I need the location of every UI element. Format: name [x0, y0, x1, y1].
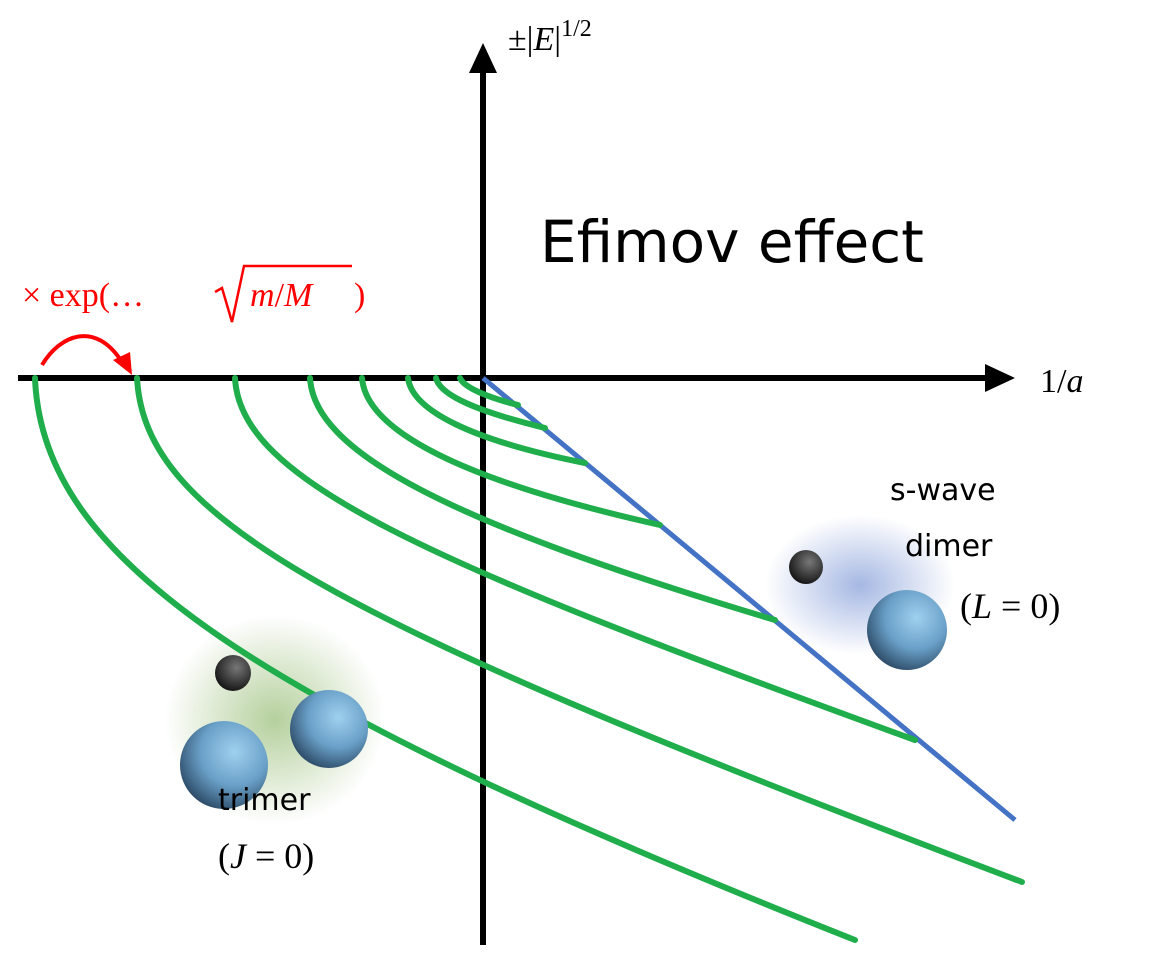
annotation-prefix: × exp(… — [22, 277, 144, 314]
q-var: L — [971, 586, 992, 626]
annotation-radicand: m/M — [250, 277, 314, 314]
annotation-suffix: ) — [354, 277, 365, 314]
light-particle — [215, 655, 251, 691]
diagram: Efimov effect ±|E|1/2 1/a × exp(… m/M ) … — [0, 0, 1161, 970]
heavy-particle — [867, 590, 947, 670]
y-label-var: E — [532, 21, 554, 58]
radicand-part: M — [283, 277, 314, 314]
trimer-quantum: (J = 0) — [218, 836, 314, 876]
scaling-arrow — [42, 336, 122, 365]
annotation: × exp(… m/M ) — [22, 266, 365, 322]
x-label-var: a — [1066, 363, 1083, 400]
radicand-part: m — [250, 277, 275, 314]
q-part: ( — [218, 836, 230, 876]
q-part: = 0) — [246, 836, 314, 876]
y-axis-label: ±|E|1/2 — [508, 16, 592, 58]
x-axis-label: 1/a — [1040, 363, 1083, 400]
x-axis-arrow — [985, 364, 1015, 392]
y-axis-arrow — [469, 43, 497, 73]
dimer-label: s-wave — [890, 473, 996, 508]
dimer-quantum: (L = 0) — [960, 586, 1060, 626]
q-part: = 0) — [992, 586, 1060, 626]
heavy-particle — [290, 690, 368, 768]
trimer-branches — [35, 378, 1022, 940]
y-label-part: ±| — [508, 21, 533, 58]
trimer-branch — [35, 378, 855, 940]
y-label-part: | — [554, 21, 561, 58]
y-label-sup: 1/2 — [561, 16, 592, 42]
title: Efimov effect — [540, 208, 924, 276]
dimer-label: dimer — [905, 529, 993, 564]
x-label-part: 1/ — [1040, 363, 1067, 400]
light-particle — [789, 550, 823, 584]
trimer-label: trimer — [218, 783, 311, 818]
q-part: ( — [960, 586, 972, 626]
